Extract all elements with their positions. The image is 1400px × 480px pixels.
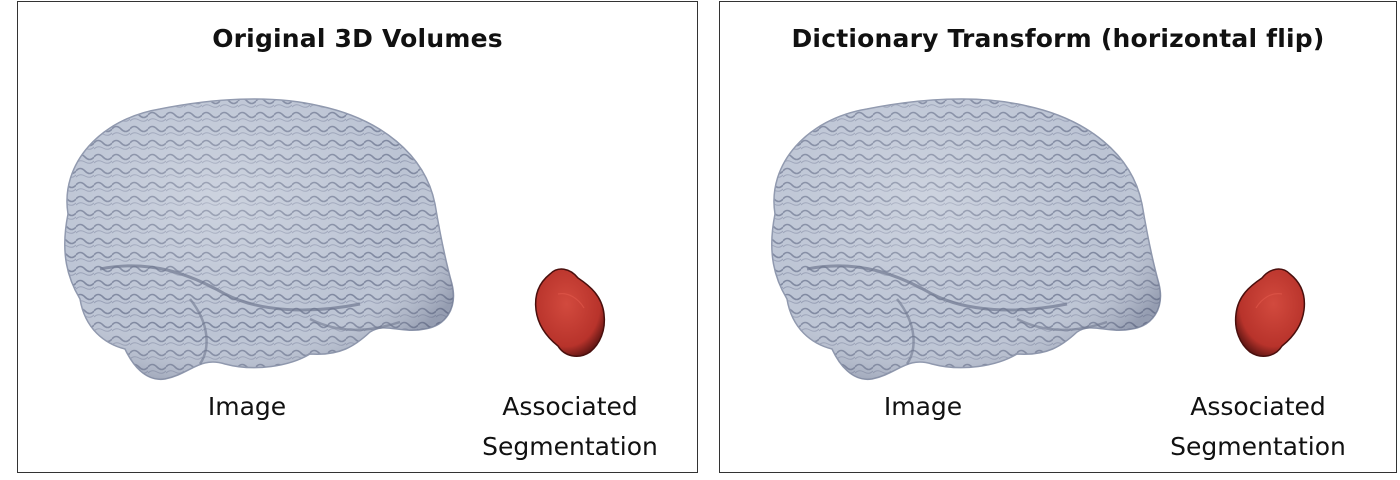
panel-title: Dictionary Transform (horizontal flip) <box>720 24 1396 53</box>
panel-horizontal-flip: Dictionary Transform (horizontal flip) I… <box>719 1 1397 473</box>
segmentation-volume <box>1222 264 1312 364</box>
segmentation-surface <box>1236 269 1305 356</box>
segmentation-surface <box>536 269 605 356</box>
panel-original: Original 3D Volumes Image Associated Seg… <box>17 1 698 473</box>
panel-title: Original 3D Volumes <box>18 24 697 53</box>
brain-volume-image <box>747 94 1167 384</box>
brain-volume-image <box>40 94 460 384</box>
image-caption: Image <box>147 387 347 427</box>
segmentation-caption: Associated Segmentation <box>450 387 690 467</box>
segmentation-caption: Associated Segmentation <box>1138 387 1378 467</box>
segmentation-volume <box>528 264 618 364</box>
image-caption: Image <box>823 387 1023 427</box>
